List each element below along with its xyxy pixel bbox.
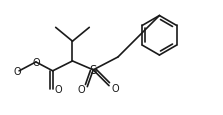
Text: O: O xyxy=(55,84,62,94)
Text: O: O xyxy=(78,84,85,94)
Text: S: S xyxy=(89,64,97,77)
Text: O: O xyxy=(32,57,40,67)
Text: O: O xyxy=(13,66,21,76)
Text: O: O xyxy=(111,83,119,93)
